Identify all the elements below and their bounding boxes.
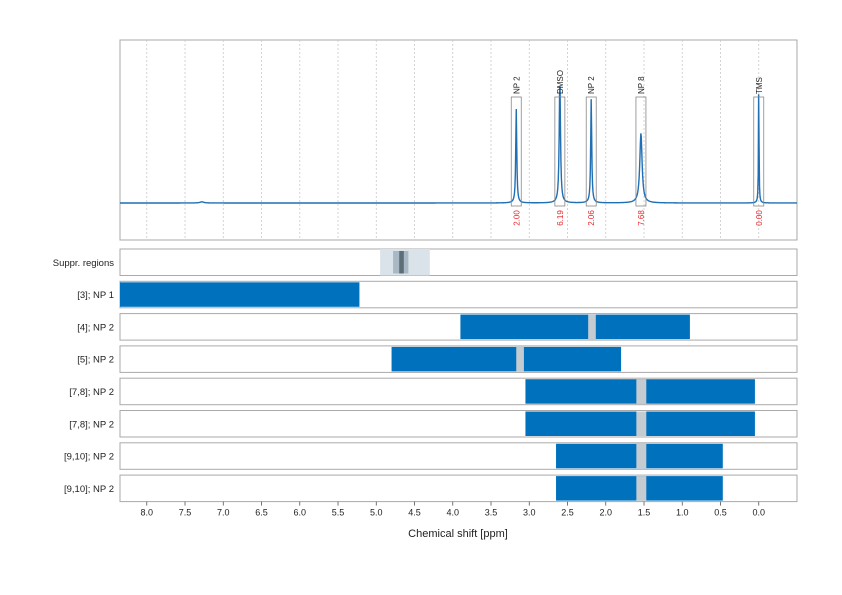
peak-annotation-4: TMS 0.00 <box>753 77 765 226</box>
suppression-region-core <box>399 251 404 274</box>
peak-integral-value: 6.19 <box>556 210 565 226</box>
fit-range-gap <box>636 476 647 501</box>
fit-range-gap <box>516 346 524 372</box>
x-tick-label: 6.5 <box>255 508 268 518</box>
peak-label: NP 2 <box>587 76 596 94</box>
x-tick-label: 5.0 <box>370 508 383 518</box>
fit-row-label: [5]; NP 2 <box>77 355 114 366</box>
fit-range-bar <box>391 346 622 372</box>
fit-row-label: [4]; NP 2 <box>77 322 114 333</box>
peak-annotation-1: DMSO 6.19 <box>554 70 566 226</box>
fit-row-5: [9,10]; NP 2 <box>64 442 798 470</box>
peak-integral-value: 0.00 <box>755 210 764 226</box>
peak-annotation-3: NP 8 7.68 <box>635 76 647 226</box>
fit-range-bar <box>120 282 360 307</box>
fit-range-gap <box>636 379 647 404</box>
x-tick-label: 8.0 <box>141 508 154 518</box>
fit-row-label: [3]; NP 1 <box>77 290 114 301</box>
peak-label: TMS <box>755 77 764 94</box>
fit-row-frame <box>119 313 798 341</box>
fit-row-label: [9,10]; NP 2 <box>64 484 114 495</box>
x-tick-label: 4.0 <box>447 508 460 518</box>
peak-annotation-2: NP 2 2.06 <box>585 76 597 226</box>
suppression-row-label: Suppr. regions <box>53 258 115 269</box>
fit-row-6: [9,10]; NP 2 <box>64 474 798 503</box>
x-tick-label: 2.0 <box>599 508 612 518</box>
peak-integral-value: 2.06 <box>587 210 596 226</box>
fit-row-4: [7,8]; NP 2 <box>69 410 798 438</box>
fit-row-label: [9,10]; NP 2 <box>64 452 114 463</box>
x-axis-label: Chemical shift [ppm] <box>408 528 508 540</box>
peak-label: NP 8 <box>637 76 646 94</box>
fit-row-0: [3]; NP 1 <box>77 280 798 309</box>
x-tick-label: 3.5 <box>485 508 498 518</box>
x-tick-label: 0.5 <box>714 508 727 518</box>
peak-integral-value: 7.68 <box>637 210 646 226</box>
peak-integral-value: 2.00 <box>512 210 521 226</box>
peak-box <box>585 96 597 207</box>
peak-box <box>753 96 765 207</box>
x-tick-label: 5.5 <box>332 508 345 518</box>
spectrum-line <box>120 86 797 204</box>
x-tick-label: 7.5 <box>179 508 192 518</box>
fit-row-3: [7,8]; NP 2 <box>69 377 798 406</box>
fit-range-gap <box>588 314 596 340</box>
peak-label: DMSO <box>556 70 565 94</box>
peak-annotation-0: NP 2 2.00 <box>510 76 522 226</box>
x-tick-label: 3.0 <box>523 508 536 518</box>
peak-box <box>510 96 522 207</box>
peak-box <box>635 96 647 207</box>
fit-range-gap <box>636 443 647 469</box>
x-tick-label: 6.0 <box>294 508 307 518</box>
suppression-row-frame <box>119 248 798 276</box>
x-tick-label: 1.5 <box>638 508 651 518</box>
spectrum-panel-frame <box>119 39 798 241</box>
x-tick-label: 2.5 <box>561 508 574 518</box>
fit-row-1: [4]; NP 2 <box>77 313 798 341</box>
peak-box <box>554 96 566 207</box>
x-tick-label: 1.0 <box>676 508 689 518</box>
fit-row-label: [7,8]; NP 2 <box>69 387 114 398</box>
x-tick-label: 7.0 <box>217 508 230 518</box>
fit-range-gap <box>636 411 647 436</box>
x-tick-label: 0.0 <box>752 508 765 518</box>
x-tick-label: 4.5 <box>408 508 421 518</box>
fit-row-2: [5]; NP 2 <box>77 345 798 373</box>
fit-range-bar <box>460 314 690 340</box>
fit-row-label: [7,8]; NP 2 <box>69 419 114 430</box>
peak-label: NP 2 <box>512 76 521 94</box>
